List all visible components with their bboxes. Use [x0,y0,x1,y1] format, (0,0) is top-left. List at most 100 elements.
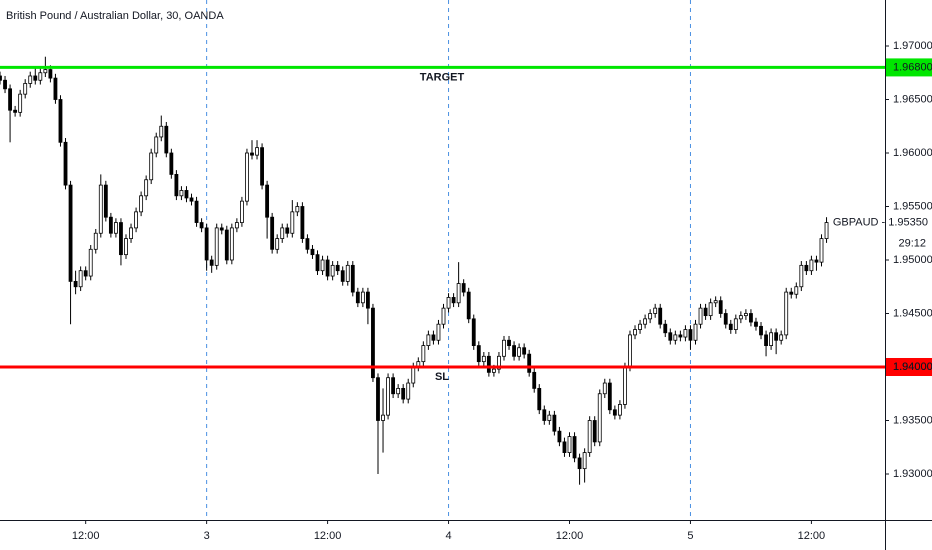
candle-body [290,211,295,234]
candles-layer [0,56,829,485]
candle-body [270,216,275,250]
candle-body [532,371,537,389]
y-tick-label: 1.95500 [893,200,932,212]
candle-body [406,382,411,400]
candle-body [683,329,688,338]
candle-body [567,436,572,453]
candle-body [260,147,264,186]
candle-body [53,77,58,100]
candle-body [325,259,330,277]
countdown-label: 29:12 [898,237,926,249]
candle-body [315,254,320,272]
candle-body [250,152,254,156]
candle-body [577,457,582,470]
candle-body [486,355,491,373]
candle-body [542,409,547,421]
candle-body [134,211,138,229]
candle-body [527,353,532,373]
candle-body [582,452,587,470]
candle-body [159,125,164,138]
symbol-price-label: GBPAUD - 1.95350 [833,216,928,228]
level-label-box [886,357,932,376]
candle-body [607,382,612,411]
candle-body [355,291,360,304]
candle-body [391,377,396,395]
candle-body [431,334,436,341]
candle-body [154,136,159,154]
candle-body [335,264,340,272]
candle-body [426,334,431,346]
candle-body [23,83,28,95]
candle-body [285,227,290,234]
candle-body [461,283,466,293]
candle-body [784,291,789,336]
candle-body [381,414,385,421]
y-tick-label: 1.93500 [893,414,932,426]
candle-body [633,329,637,336]
candle-body [255,147,259,156]
candle-body [481,355,486,363]
candle-body [78,270,83,288]
candle-body [754,321,758,327]
candle-body [305,238,310,250]
candle-body [779,334,784,341]
candle-body [708,302,713,317]
candle-body [229,227,234,261]
candle-body [597,393,602,443]
overlay-layer: 1.96800 TARGET 1.94000 SL GBPAUD - 1.95350 29… [0,58,932,383]
y-tick-label: 1.93000 [893,468,932,480]
y-tick-label: 1.95000 [893,254,932,266]
candle-body [552,414,557,432]
candle-body [3,79,7,90]
y-tick-label: 1.94000 [893,361,932,373]
candle-body [451,297,456,304]
candle-body [174,174,179,197]
candle-body [224,229,229,261]
candle-body [43,69,48,74]
candle-body [491,368,496,373]
candle-body [749,313,753,323]
candle-body [592,420,597,443]
candle-body [68,184,73,282]
candle-body [376,377,380,421]
candle-body [562,441,567,453]
y-tick-label: 1.97000 [893,40,932,52]
candle-body [63,141,68,186]
candle-body [280,227,285,240]
candle-body [764,334,768,346]
candle-body [245,152,249,202]
candle-body [602,382,607,395]
candle-body [512,345,516,357]
candle-body [93,232,98,250]
candle-body [295,206,300,213]
candle-body [643,318,648,325]
candle-body [189,197,194,202]
candle-body [149,152,154,181]
candle-body [340,270,345,282]
candle-body [88,248,93,277]
candle-body [557,430,562,443]
candle-body [688,329,693,341]
candle-body [804,264,809,272]
candle-body [169,152,174,175]
candle-body [456,283,461,304]
candle-body [0,75,2,81]
candle-body [310,248,315,256]
candle-body [693,323,698,341]
x-tick-label: 4 [445,530,451,542]
candle-body [214,227,219,266]
candle-body [194,200,199,223]
candle-body [587,420,592,453]
candle-body [743,313,748,317]
candle-body [275,238,280,250]
candle-body [517,347,522,357]
candle-body [144,179,149,197]
x-tick-label: 12:00 [314,530,342,542]
candle-body [199,222,204,229]
candle-body [436,323,441,341]
candle-body [658,307,663,325]
candle-body [653,307,658,314]
candle-body [33,75,38,81]
candle-body [814,259,819,263]
candle-body [728,323,733,330]
